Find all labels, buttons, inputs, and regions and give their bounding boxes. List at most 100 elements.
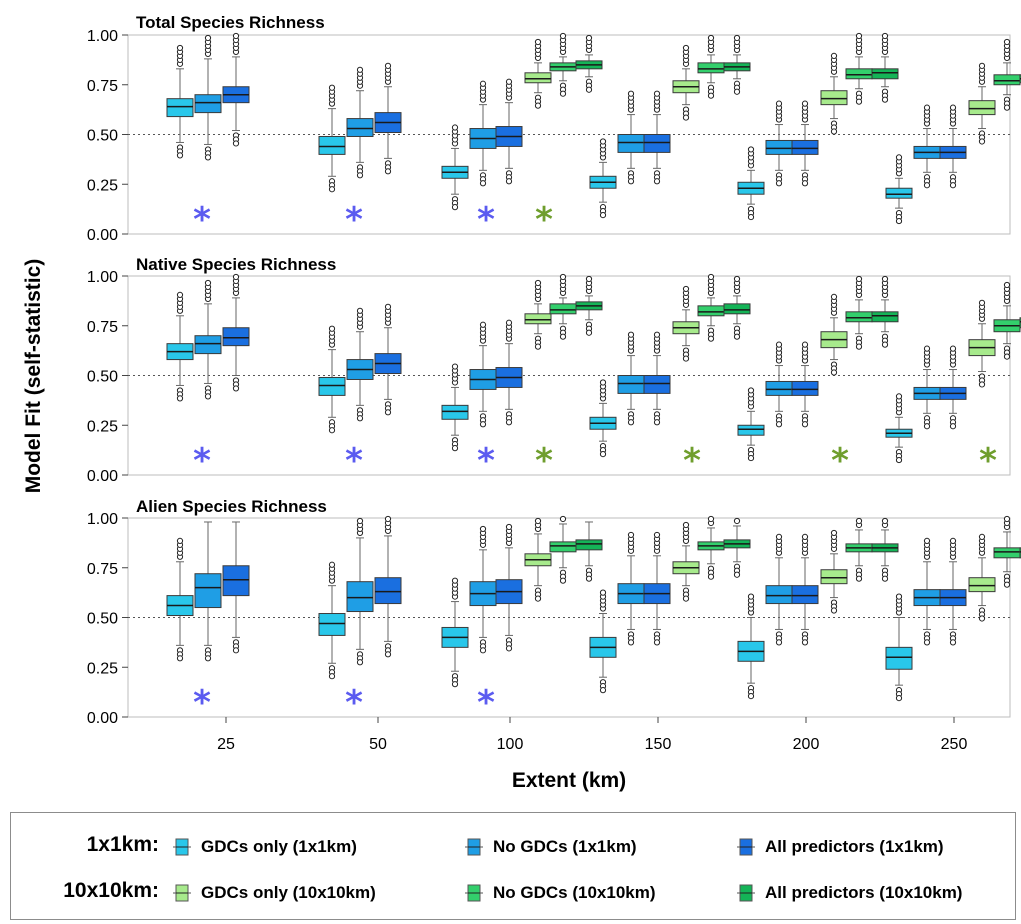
box-iqr (643, 134, 671, 153)
box-gdc_10km (524, 279, 552, 350)
box-iqr (194, 335, 222, 355)
box-all_1km (374, 303, 402, 416)
outlier-point (682, 595, 690, 602)
significance-star: * (831, 441, 849, 481)
outlier-point (855, 343, 863, 350)
legend-swatch (465, 838, 483, 856)
box-gdc_1km (885, 154, 913, 225)
outlier-point (534, 517, 542, 525)
outlier-point (627, 639, 635, 646)
box-nogdc_1km (765, 341, 793, 428)
outlier-point (855, 275, 863, 283)
panel-title: Alien Species Richness (136, 497, 327, 516)
outlier-point (356, 517, 364, 525)
outlier-point (747, 387, 755, 394)
box-nogdc_1km (765, 533, 793, 646)
box-iqr (441, 404, 469, 420)
outlier-point (356, 172, 364, 179)
box-iqr (318, 613, 346, 636)
box-nogdc_10km (549, 515, 577, 584)
box-all_10km (575, 34, 603, 93)
box-gdc_10km (968, 299, 996, 388)
box-iqr (765, 585, 793, 605)
panel-3: Alien Species Richness 0.00 0.25 0.50 0.75 1.… (87, 497, 1021, 727)
box-gdc_1km (737, 387, 765, 462)
box-iqr (885, 646, 913, 670)
box-all_1km (374, 515, 402, 658)
box-nogdc_10km (697, 34, 725, 99)
legend-item-all-10km: All predictors (10x10km) (733, 881, 962, 905)
x-axis-title: Extent (km) (512, 769, 626, 792)
box-iqr (318, 135, 346, 155)
outlier-point (559, 333, 567, 340)
box-nogdc_10km (845, 517, 873, 582)
legend-swatch (737, 838, 755, 856)
box-gdc_1km (885, 393, 913, 464)
legend-item-label: No GDCs (10x10km) (493, 883, 656, 902)
box-iqr (643, 375, 671, 394)
box-gdc_1km (737, 146, 765, 221)
box-nogdc_10km (549, 32, 577, 97)
outlier-point (585, 34, 593, 42)
outlier-point (585, 86, 593, 93)
y-tick-label: 0.75 (87, 561, 118, 578)
box-nogdc_10km (993, 515, 1021, 588)
outlier-point (479, 180, 487, 187)
outlier-point (653, 531, 661, 539)
outlier-point (895, 154, 903, 161)
significance-star: * (979, 441, 997, 481)
outlier-point (733, 275, 741, 283)
outlier-point (232, 273, 240, 281)
outlier-point (451, 363, 459, 370)
box-gdc_1km (318, 561, 346, 680)
legend-item-nogdc-10km: No GDCs (10x10km) (461, 881, 656, 905)
box-iqr (791, 585, 819, 605)
box-all_1km (643, 90, 671, 185)
outlier-point (923, 423, 931, 430)
outlier-point (534, 595, 542, 602)
outlier-point (978, 615, 986, 622)
outlier-point (451, 204, 459, 211)
outlier-point (707, 273, 715, 281)
box-nogdc_1km (617, 531, 645, 646)
panel-2: Native Species Richness 0.00 0.25 0.50 0.75 1… (87, 255, 1021, 485)
box-nogdc_1km (469, 525, 497, 654)
box-nogdc_10km (549, 273, 577, 340)
box-all_1km (791, 533, 819, 646)
y-tick-label: 0.00 (87, 468, 118, 485)
box-iqr (737, 424, 765, 436)
outlier-point (384, 168, 392, 175)
outlier-point (384, 409, 392, 416)
legend-row-1km: 1x1km: GDCs only (1x1km) No GDCs (1x1km)… (11, 827, 1015, 867)
outlier-point (978, 381, 986, 388)
box-all_1km (222, 273, 250, 392)
significance-star: * (535, 441, 553, 481)
outlier-point (505, 523, 513, 531)
outlier-point (801, 421, 809, 428)
panel-1: Total Species Richness 0.00 0.25 0.50 0.75 1.… (87, 13, 1021, 244)
outlier-point (978, 138, 986, 145)
outlier-point (176, 655, 184, 662)
box-nogdc_10km (697, 515, 725, 580)
outlier-point (627, 531, 635, 539)
legend-group-label: 10x10km: (63, 879, 159, 902)
outlier-point (895, 593, 903, 600)
outlier-point (176, 44, 184, 52)
outlier-point (653, 639, 661, 646)
box-gdc_10km (820, 293, 848, 376)
outlier-point (204, 393, 212, 400)
outlier-point (479, 647, 487, 654)
outlier-point (830, 529, 838, 537)
outlier-point (627, 178, 635, 185)
box-iqr (820, 90, 848, 106)
outlier-point (479, 321, 487, 328)
outlier-point (978, 533, 986, 541)
legend-item-nogdc-1km: No GDCs (1x1km) (461, 835, 637, 859)
x-tick-label: 50 (369, 736, 387, 753)
box-iqr (524, 72, 552, 84)
box-nogdc_1km (617, 90, 645, 185)
outlier-point (830, 369, 838, 376)
box-gdc_1km (318, 325, 346, 434)
y-tick-label: 0.00 (87, 710, 118, 727)
box-iqr (871, 68, 899, 80)
